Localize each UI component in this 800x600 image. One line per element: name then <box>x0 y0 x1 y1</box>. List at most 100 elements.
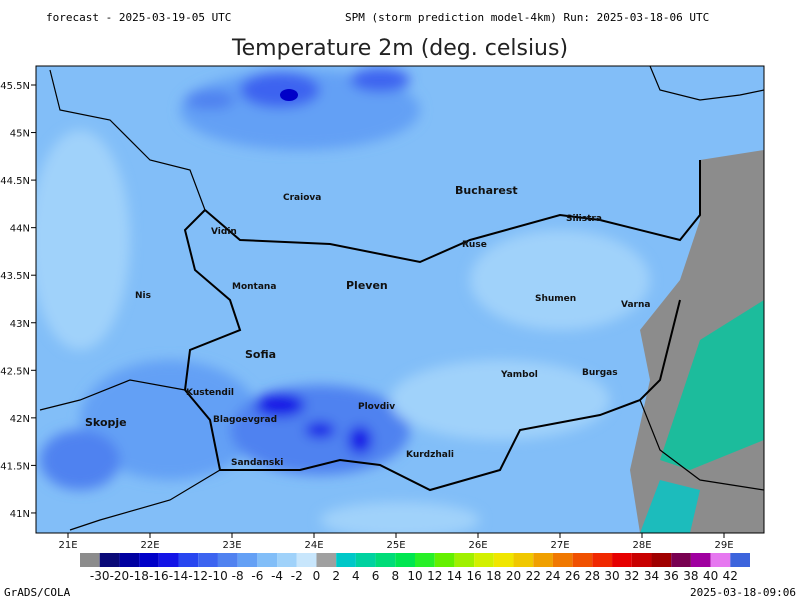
colorbar-label: 18 <box>486 569 501 583</box>
model-run: SPM (storm prediction model-4km) Run: 20… <box>345 11 709 24</box>
colorbar-label: 16 <box>466 569 481 583</box>
lat-label: 43N <box>10 319 30 330</box>
city: Burgas <box>582 368 618 378</box>
city: Shumen <box>535 294 576 304</box>
colorbar-label: 30 <box>604 569 619 583</box>
color-swatch <box>454 553 475 567</box>
color-swatch <box>198 553 218 567</box>
color-swatch <box>316 553 337 567</box>
city: Montana <box>232 282 276 292</box>
color-swatch <box>257 553 278 567</box>
colorbar-label: 10 <box>407 569 422 583</box>
footer-left: GrADS/COLA <box>4 586 71 599</box>
lon-label: 22E <box>140 540 159 551</box>
color-swatch <box>730 553 750 567</box>
city-labels: Craiova Bucharest Silistra Vidin Ruse Ni… <box>85 184 650 468</box>
axes: 21E 22E 23E 24E 25E 26E 27E 28E 29E 45.5N 45N 44.5N… <box>0 81 733 551</box>
colorbar-label: 28 <box>585 569 600 583</box>
colorbar-label: 22 <box>526 569 541 583</box>
color-swatch <box>493 553 514 567</box>
colorbar-label: -14 <box>169 569 189 583</box>
color-swatch <box>631 553 652 567</box>
color-swatch <box>296 553 317 567</box>
colorbar-label: 38 <box>683 569 698 583</box>
city: Skopje <box>85 416 127 429</box>
color-swatch <box>99 553 120 567</box>
colorbar: -30 -20 -18 -16 -14 -12 -10 -8 -6 -4 -2 0 2 4 6 8 10 12 14… <box>80 553 750 583</box>
color-swatch <box>710 553 731 567</box>
city: Nis <box>135 291 151 301</box>
colorbar-label: 20 <box>506 569 521 583</box>
colorbar-label: 6 <box>372 569 380 583</box>
color-swatch <box>533 553 553 567</box>
colorbar-label: 0 <box>313 569 321 583</box>
city: Blagoevgrad <box>213 415 277 425</box>
lat-label: 44.5N <box>0 176 30 187</box>
colorbar-label: 14 <box>447 569 462 583</box>
lat-label: 41.5N <box>0 461 30 472</box>
lon-label: 25E <box>386 540 405 551</box>
color-swatch <box>375 553 396 567</box>
colorbar-label: 36 <box>664 569 679 583</box>
city: Sofia <box>245 348 276 361</box>
color-swatch <box>612 553 632 567</box>
color-swatch <box>355 553 376 567</box>
colorbar-label: -10 <box>208 569 228 583</box>
lon-label: 27E <box>550 540 569 551</box>
lon-label: 28E <box>632 540 651 551</box>
color-swatch <box>690 553 711 567</box>
lat-label: 43.5N <box>0 271 30 282</box>
colorbar-label: -4 <box>271 569 283 583</box>
colorbar-label: -30 <box>90 569 110 583</box>
colorbar-label: 26 <box>565 569 580 583</box>
colorbar-label: 34 <box>644 569 659 583</box>
lon-label: 21E <box>58 540 77 551</box>
city: Varna <box>621 300 650 310</box>
color-swatch <box>415 553 435 567</box>
city: Pleven <box>346 279 388 292</box>
city: Silistra <box>566 214 602 224</box>
city: Ruse <box>462 240 487 250</box>
lat-label: 44N <box>10 224 30 235</box>
lat-label: 45N <box>10 129 30 140</box>
lat-label: 42.5N <box>0 366 30 377</box>
color-swatch <box>158 553 179 567</box>
colorbar-label: 40 <box>703 569 718 583</box>
color-swatch <box>592 553 613 567</box>
lon-label: 26E <box>468 540 487 551</box>
color-swatch <box>80 553 100 567</box>
footer-right: 2025-03-18-09:06 <box>690 586 796 599</box>
color-swatch <box>139 553 159 567</box>
lat-label: 41N <box>10 509 30 520</box>
color-swatch <box>237 553 258 567</box>
colorbar-label: 4 <box>352 569 360 583</box>
city: Kurdzhali <box>406 450 454 460</box>
color-swatch <box>552 553 573 567</box>
color-swatch <box>277 553 297 567</box>
color-swatch <box>119 553 140 567</box>
color-swatch <box>671 553 691 567</box>
city: Kustendil <box>186 388 234 398</box>
city: Bucharest <box>455 184 518 197</box>
colorbar-label: -6 <box>251 569 263 583</box>
color-swatch <box>651 553 672 567</box>
colorbar-label: -16 <box>149 569 169 583</box>
colorbar-label: -2 <box>291 569 303 583</box>
colorbar-label: 32 <box>624 569 639 583</box>
lon-label: 29E <box>714 540 733 551</box>
title: Temperature 2m (deg. celsius) <box>231 36 568 61</box>
forecast-time: forecast - 2025-03-19-05 UTC <box>46 11 231 24</box>
map-frame <box>35 65 765 534</box>
colorbar-label: -20 <box>110 569 130 583</box>
color-swatch <box>336 553 356 567</box>
colorbar-label: 42 <box>723 569 738 583</box>
lat-label: 45.5N <box>0 81 30 92</box>
city: Vidin <box>211 227 237 237</box>
temperature-field <box>36 66 764 533</box>
colorbar-label: 12 <box>427 569 442 583</box>
color-swatch <box>217 553 238 567</box>
color-swatch <box>572 553 593 567</box>
colorbar-label: -8 <box>232 569 244 583</box>
